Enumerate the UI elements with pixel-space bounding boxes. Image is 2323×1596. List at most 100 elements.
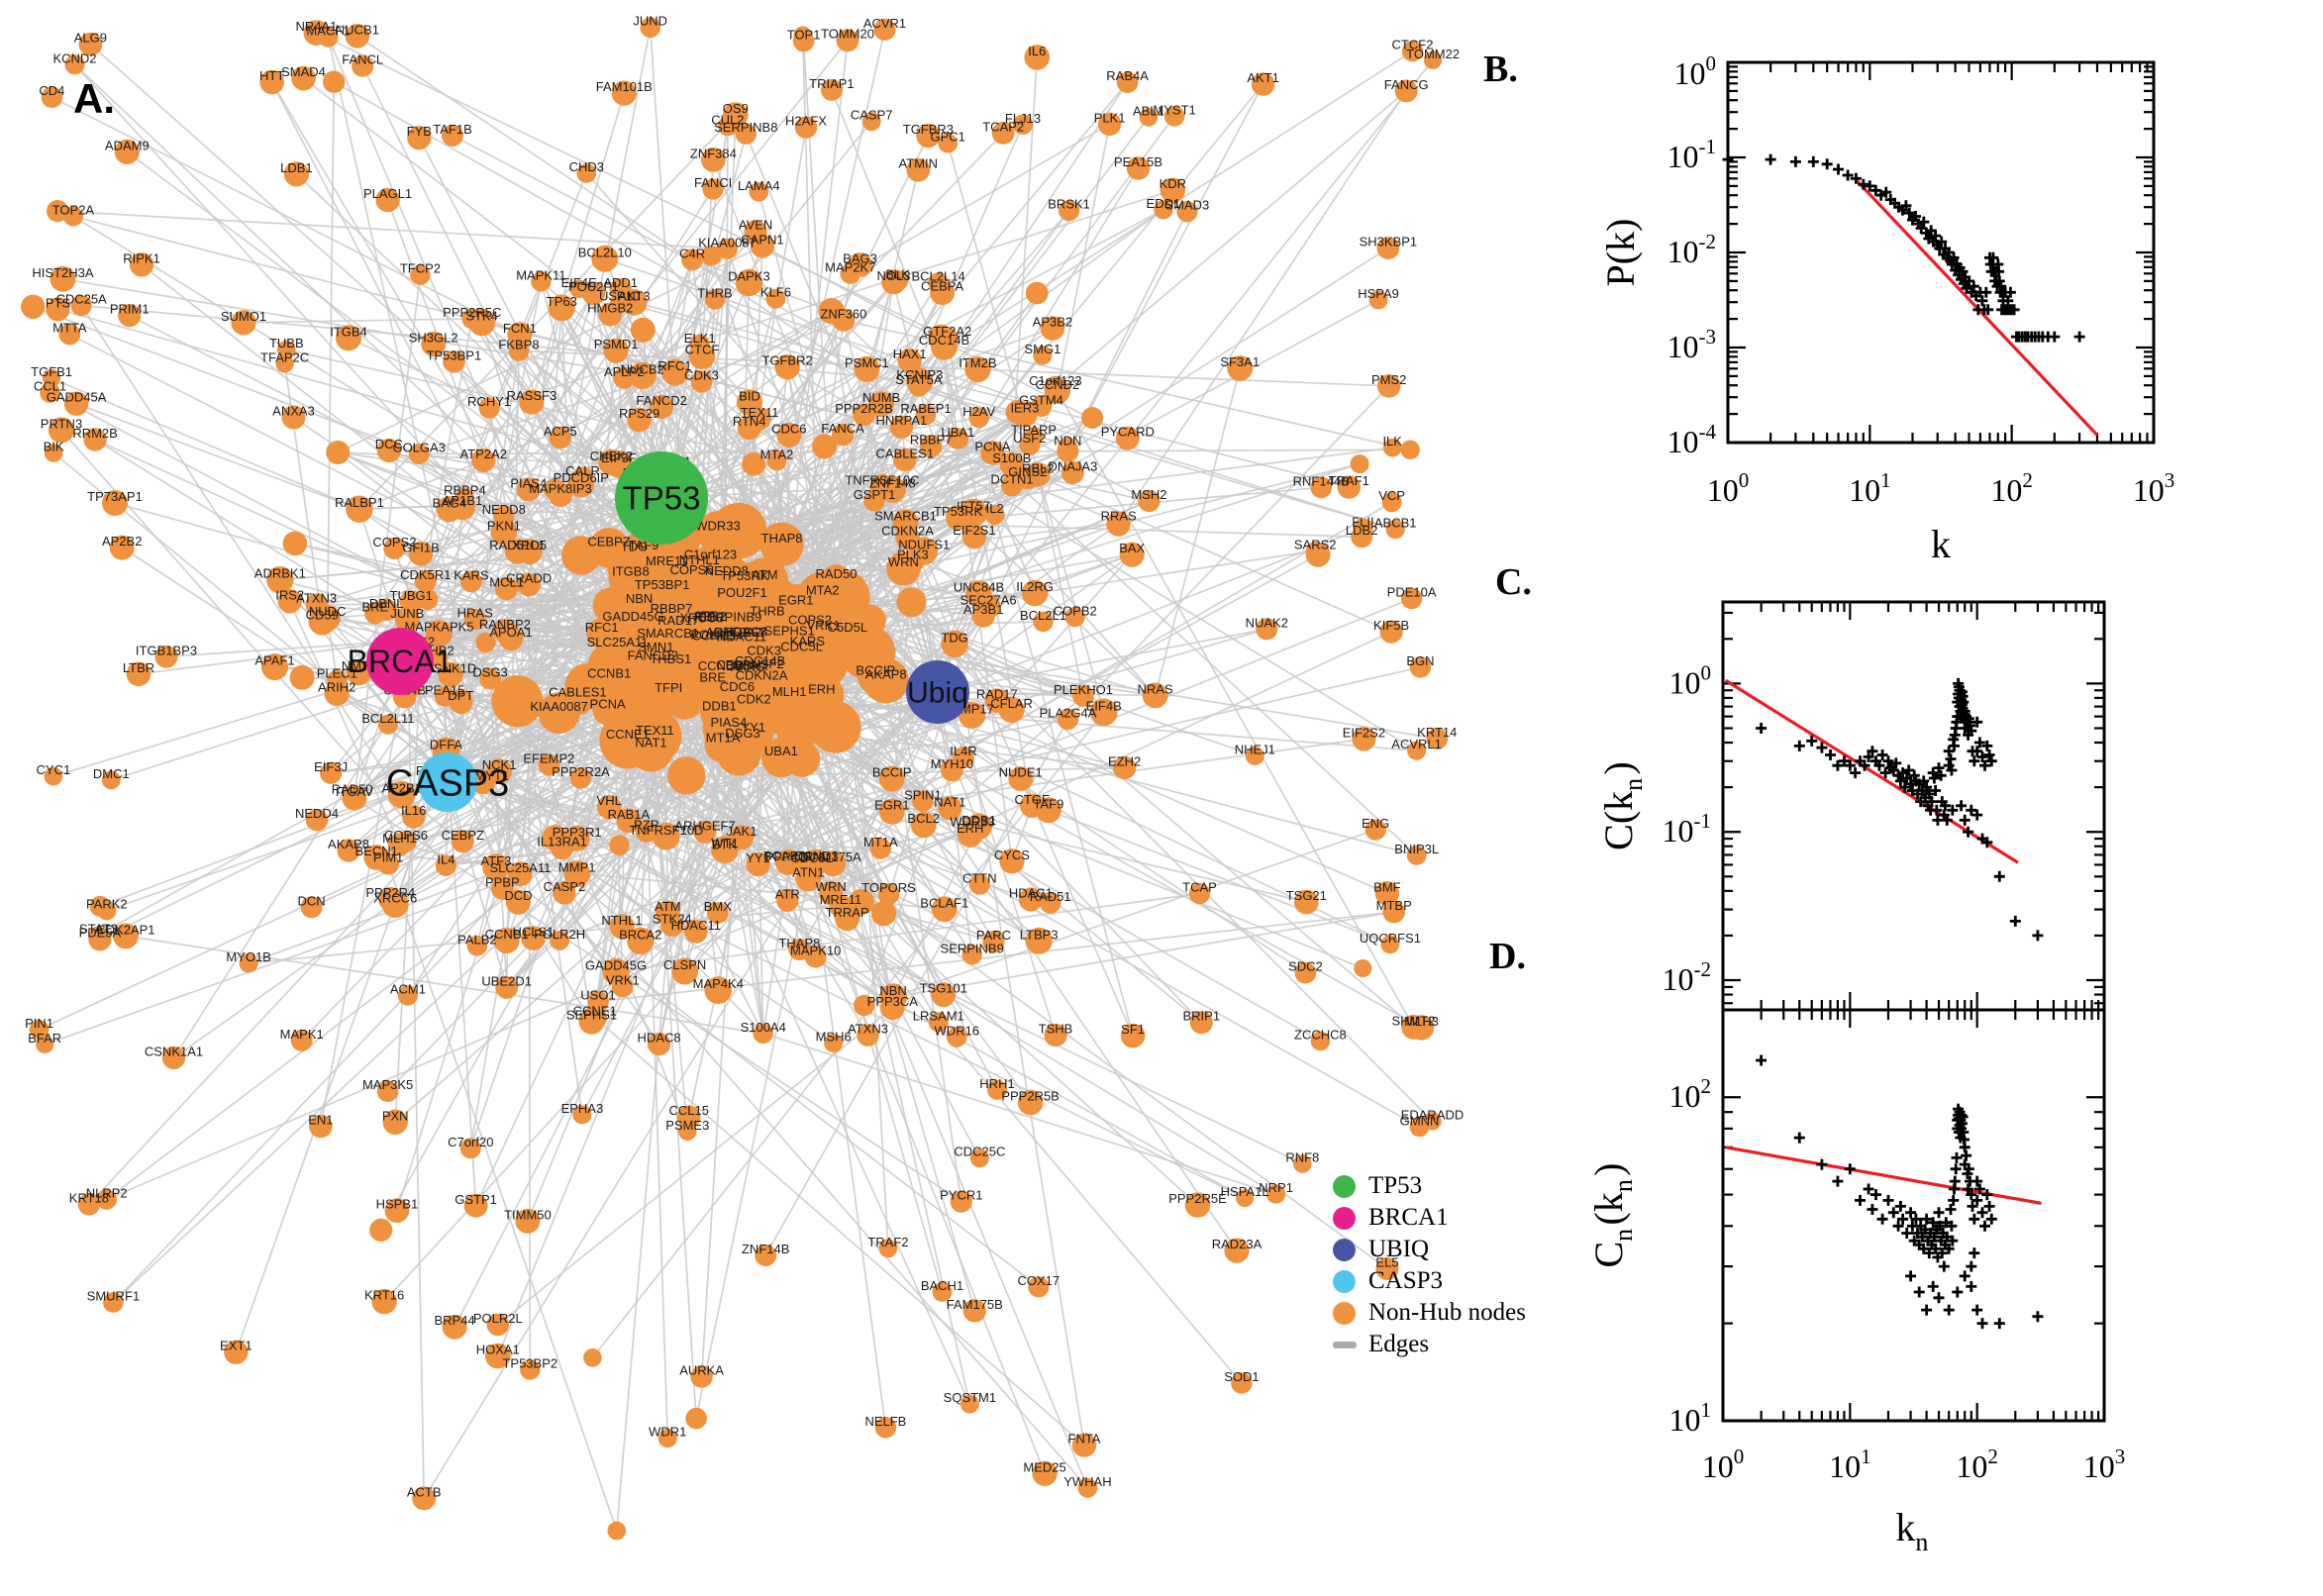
network-node bbox=[1188, 883, 1211, 905]
gene-label: AP1B1 bbox=[443, 493, 482, 508]
network-node bbox=[1407, 741, 1427, 760]
gene-label: AKAP8 bbox=[328, 837, 369, 851]
network-node bbox=[224, 1340, 249, 1364]
network-node bbox=[1293, 1154, 1312, 1173]
network-node bbox=[701, 148, 726, 172]
network-node bbox=[767, 676, 811, 720]
gene-label: CABLES1 bbox=[876, 447, 935, 461]
gene-label: UNC84B bbox=[954, 580, 1004, 595]
gene-label: KRT14 bbox=[1417, 725, 1457, 740]
network-node bbox=[1138, 489, 1161, 513]
network-node bbox=[928, 1012, 949, 1033]
network-panel: TP53RK KIAA0087 THAP8 CDC14B DSG3 NTHL1 CEBPZ V… bbox=[21, 14, 1464, 1541]
network-node bbox=[627, 927, 655, 954]
scatter-points bbox=[1722, 153, 2085, 343]
network-node bbox=[776, 889, 799, 912]
gene-label: FANCA bbox=[821, 421, 864, 436]
gene-label: POLR2L bbox=[473, 1311, 523, 1326]
gene-label: NUCB2 bbox=[621, 361, 664, 376]
gene-label: TIMM50 bbox=[504, 1207, 552, 1222]
gene-label: HSPA1L bbox=[1221, 1184, 1269, 1199]
gene-label: NOL3 bbox=[877, 268, 911, 283]
gene-label: CYCS bbox=[994, 848, 1030, 862]
plot-ticks bbox=[1721, 1010, 2106, 1423]
network-node bbox=[690, 370, 713, 393]
tick-label: 10-2 bbox=[1663, 957, 1712, 997]
network-node bbox=[640, 17, 660, 38]
gene-label: PPP2R5E bbox=[1168, 1191, 1227, 1206]
network-node bbox=[835, 906, 859, 932]
gene-label: FNTA bbox=[1068, 1432, 1101, 1446]
network-node bbox=[742, 451, 765, 476]
gene-label: PDE5A bbox=[79, 926, 122, 941]
gene-label: TEX11 bbox=[741, 405, 779, 420]
gene-label: ITM2B bbox=[959, 355, 996, 370]
gene-label: PLA2G4A bbox=[1040, 705, 1097, 720]
network-node bbox=[861, 112, 881, 132]
gene-label: UQCRFS1 bbox=[1360, 931, 1421, 946]
network-node bbox=[399, 590, 423, 614]
gene-label: NCK1 bbox=[482, 757, 517, 772]
gene-label: PIM1 bbox=[373, 849, 403, 864]
gene-label: CSNK1D bbox=[425, 660, 477, 675]
network-node bbox=[873, 18, 896, 41]
gene-label: PSMD1 bbox=[594, 337, 639, 351]
network-node bbox=[548, 482, 573, 507]
network-node bbox=[1426, 728, 1449, 749]
gene-label: C1orf123 bbox=[1029, 373, 1081, 388]
gene-label: THRB bbox=[750, 603, 784, 618]
tick-label: 10-1 bbox=[1667, 135, 1717, 174]
gene-label: ZNF148 bbox=[869, 475, 916, 490]
network-node bbox=[1119, 542, 1145, 567]
gene-label: PDCD6IP bbox=[554, 470, 609, 485]
gene-label: GTF2A2 bbox=[713, 625, 761, 640]
gene-label: COPS2 bbox=[788, 612, 832, 627]
gene-label: NUDC bbox=[309, 604, 347, 619]
gene-label: TOMM20 bbox=[821, 27, 874, 42]
network-node bbox=[327, 669, 348, 690]
network-node bbox=[1025, 281, 1049, 305]
network-node bbox=[1406, 846, 1427, 865]
network-node bbox=[961, 945, 982, 965]
gene-label: SLC25A11 bbox=[587, 635, 649, 649]
gene-label: GSTP1 bbox=[454, 1192, 497, 1207]
gene-label: ZNF360 bbox=[820, 306, 866, 321]
network-node bbox=[517, 572, 541, 597]
gene-label: RRM2B bbox=[72, 426, 118, 441]
network-node bbox=[832, 308, 856, 332]
network-node bbox=[862, 657, 909, 704]
gene-label: EL5 bbox=[1375, 1255, 1398, 1270]
gene-label: GSPT1 bbox=[854, 487, 896, 502]
gene-label: USO1 bbox=[580, 988, 615, 1003]
gene-label: THAP8 bbox=[761, 531, 803, 546]
network-node bbox=[161, 1046, 186, 1070]
network-node bbox=[1024, 45, 1051, 70]
gene-label: PLK3 bbox=[897, 548, 929, 562]
network-node bbox=[1176, 201, 1198, 223]
gene-label: LAMA4 bbox=[738, 178, 780, 193]
network-node bbox=[704, 289, 726, 310]
gene-label: WRN bbox=[888, 554, 919, 569]
network-node bbox=[998, 696, 1025, 724]
gene-label: EIF4B bbox=[1086, 698, 1122, 713]
network-node bbox=[261, 653, 288, 681]
network-node bbox=[1089, 698, 1118, 727]
network-node bbox=[46, 297, 70, 322]
network-node bbox=[893, 448, 917, 472]
gene-label: PRTN3 bbox=[41, 416, 82, 431]
gene-label: SUMO1 bbox=[221, 309, 266, 324]
gene-label: POLR2H bbox=[534, 927, 585, 942]
gene-label: CDC5L bbox=[780, 639, 823, 653]
network-node bbox=[1401, 1014, 1426, 1040]
plot-b: 100 10-1 10-2 10-3 10-4 100 101 102 103 P(k) k bbox=[1598, 51, 2174, 566]
gene-label: SMAD4 bbox=[281, 64, 326, 79]
gene-label: ATMIN bbox=[899, 156, 938, 171]
legend-node-swatch bbox=[1333, 1174, 1356, 1198]
gene-label: HCLS1 bbox=[512, 925, 554, 940]
network-node bbox=[1120, 1023, 1146, 1048]
network-node bbox=[563, 825, 590, 851]
gene-label: AKT1 bbox=[1247, 70, 1279, 85]
gene-label: CDC6 bbox=[720, 679, 755, 694]
network-node bbox=[320, 761, 343, 784]
gene-label: PYCARD bbox=[1101, 425, 1155, 440]
